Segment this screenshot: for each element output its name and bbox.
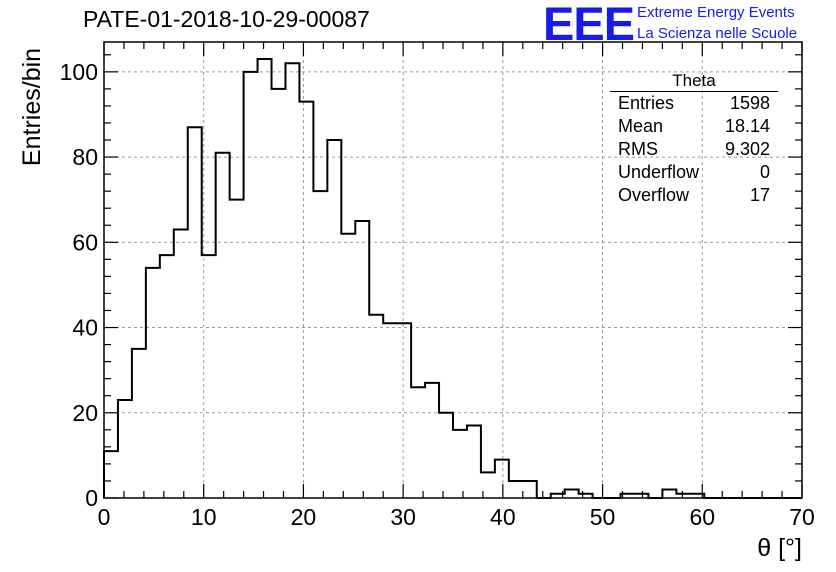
axis-ticks (103, 42, 803, 499)
eee-logo: EEE (543, 0, 635, 50)
histogram-series (103, 58, 802, 499)
histogram-bin (425, 383, 439, 498)
histogram-bin (188, 127, 202, 498)
histogram-bin (202, 255, 216, 498)
histogram-bin (523, 481, 537, 498)
histogram-bin (355, 221, 369, 498)
y-tick-label: 60 (72, 229, 98, 255)
histogram-bin (272, 89, 286, 498)
histogram-bin (662, 489, 676, 498)
stats-title: Theta (610, 70, 778, 92)
histogram-bin (230, 200, 244, 498)
x-tick-label: 20 (291, 504, 317, 530)
histogram-bin (495, 460, 509, 498)
histogram-bin (132, 349, 146, 498)
y-tick-label: 100 (60, 59, 98, 85)
histogram-bin (453, 430, 467, 498)
y-tick-label: 0 (85, 485, 98, 511)
histogram-bin (411, 387, 425, 498)
histogram-bin (467, 426, 481, 498)
histogram-bin (369, 315, 383, 498)
histogram-bin (313, 191, 327, 498)
histogram-bin (216, 153, 230, 498)
stats-row-mean: Mean 18.14 (610, 115, 778, 138)
histogram-bin (174, 230, 188, 498)
logo-line-2: La Scienza nelle Scuole (637, 25, 798, 42)
histogram-bin (341, 234, 355, 498)
stats-value: 17 (749, 185, 770, 205)
histogram-bin (285, 63, 299, 498)
histogram-bin (397, 323, 411, 498)
plot-title: PATE-01-2018-10-29-00087 (83, 6, 370, 32)
histogram-bin (565, 489, 579, 498)
stats-row-overflow: Overflow 17 (610, 184, 778, 207)
y-tick-label: 40 (72, 315, 98, 341)
histogram-bin (299, 102, 313, 498)
plot-frame (103, 41, 803, 499)
histogram-bin (160, 255, 174, 498)
x-tick-label: 60 (689, 504, 715, 530)
x-tick-label: 30 (390, 504, 416, 530)
stats-label: Underflow (618, 162, 700, 182)
x-tick-label: 0 (98, 504, 111, 530)
y-tick-label: 20 (72, 400, 98, 426)
stats-value: 9.302 (724, 139, 770, 159)
histogram-line (103, 58, 802, 499)
stats-value: 0 (759, 162, 770, 182)
histogram-bin (104, 451, 118, 498)
stats-row-underflow: Underflow 0 (610, 161, 778, 184)
x-tick-label: 40 (490, 504, 516, 530)
histogram-bin (509, 481, 523, 498)
x-axis-label: θ [°] (757, 534, 802, 562)
y-tick-label: 80 (72, 144, 98, 170)
stats-label: Entries (618, 93, 675, 113)
histogram-bin (383, 323, 397, 498)
stats-row-rms: RMS 9.302 (610, 138, 778, 161)
x-tick-label: 10 (191, 504, 217, 530)
histogram-bin (327, 140, 341, 498)
histogram-bin (258, 59, 272, 498)
y-axis-label: Entries/bin (18, 47, 46, 167)
histogram-bin (439, 413, 453, 498)
stats-box: Theta Entries 1598 Mean 18.14 RMS 9.302 … (610, 70, 778, 207)
stats-label: Overflow (618, 185, 690, 205)
stats-label: RMS (618, 139, 658, 159)
histogram-bin (118, 400, 132, 498)
histogram-bin (146, 268, 160, 498)
histogram-bin (244, 72, 258, 498)
x-tick-label: 70 (789, 504, 815, 530)
stats-label: Mean (618, 116, 664, 136)
x-tick-label: 50 (590, 504, 616, 530)
stats-value: 18.14 (724, 116, 770, 136)
logo-line-1: Extreme Energy Events (637, 4, 795, 21)
stats-row-entries: Entries 1598 (610, 92, 778, 115)
plot-frame-rect (103, 41, 803, 499)
stats-value: 1598 (729, 93, 770, 113)
axis-tick-labels: 0 10 20 30 40 50 60 70 0 20 40 60 80 100 (60, 59, 815, 530)
